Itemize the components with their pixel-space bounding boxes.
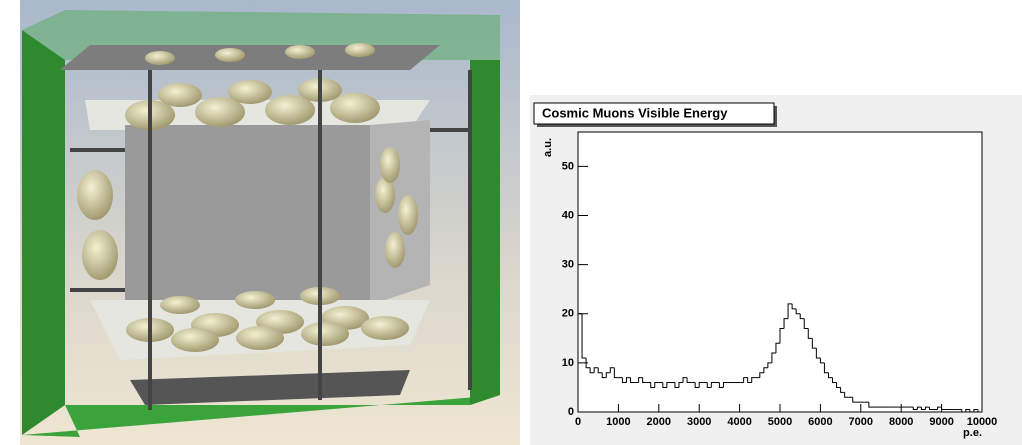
y-tick-label: 0 <box>568 406 574 418</box>
x-tick-label: 5000 <box>768 416 792 428</box>
detector-render <box>20 0 520 445</box>
y-tick-label: 20 <box>562 308 574 320</box>
x-tick-label: 10000 <box>967 416 998 428</box>
y-tick-label: 10 <box>562 357 574 369</box>
plot-frame <box>578 132 982 412</box>
page: Cosmic Muons Visible Energy a.u. p.e. 0 1… <box>0 0 1022 445</box>
x-axis-label: p.e. <box>963 427 982 439</box>
x-tick-label: 7000 <box>849 416 873 428</box>
x-tick-label: 8000 <box>889 416 913 428</box>
y-axis-label: a.u. <box>542 138 554 157</box>
x-tick-label: 2000 <box>647 416 671 428</box>
y-tick-label: 40 <box>562 209 574 221</box>
x-tick-label: 6000 <box>808 416 832 428</box>
x-tick-label: 3000 <box>687 416 711 428</box>
x-tick-label: 1000 <box>606 416 630 428</box>
y-tick-label: 50 <box>562 160 574 172</box>
x-tick-label: 0 <box>575 416 581 428</box>
figure: Cosmic Muons Visible Energy a.u. p.e. 0 1… <box>0 0 1022 445</box>
x-tick-label: 4000 <box>727 416 751 428</box>
y-tick-label: 30 <box>562 259 574 271</box>
chart-title: Cosmic Muons Visible Energy <box>542 105 728 120</box>
x-tick-label: 9000 <box>929 416 953 428</box>
